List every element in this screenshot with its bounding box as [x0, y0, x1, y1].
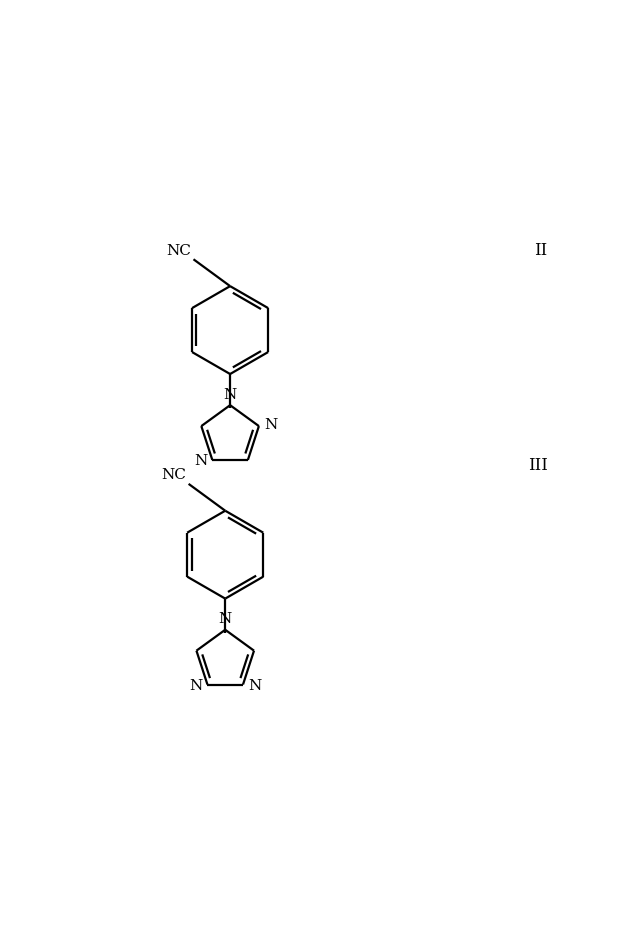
Text: N: N: [194, 455, 207, 468]
Text: N: N: [224, 388, 237, 402]
Text: N: N: [264, 417, 277, 432]
Text: N: N: [248, 679, 261, 693]
Text: N: N: [189, 679, 203, 693]
Text: III: III: [527, 457, 547, 474]
Text: II: II: [534, 242, 547, 260]
Text: N: N: [219, 613, 232, 627]
Text: NC: NC: [166, 244, 191, 258]
Text: NC: NC: [161, 469, 186, 483]
